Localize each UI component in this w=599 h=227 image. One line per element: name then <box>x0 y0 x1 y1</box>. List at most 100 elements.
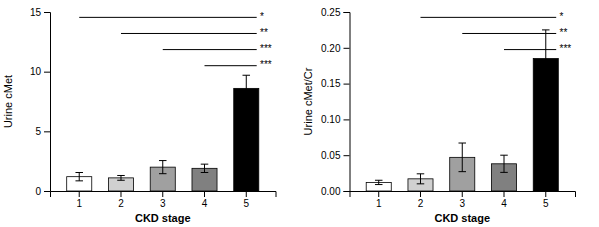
x-axis-title: CKD stage <box>434 212 490 224</box>
tick: 5 <box>543 191 549 209</box>
tick-label: 0.15 <box>321 78 341 89</box>
error-bar <box>458 143 466 172</box>
axis-line <box>51 192 277 198</box>
axis-line <box>350 192 576 198</box>
tick-mark <box>344 48 350 49</box>
tick-mark <box>44 191 50 192</box>
tick-mark <box>420 191 421 197</box>
tick: 0 <box>35 186 50 197</box>
significance-label: ** <box>260 27 268 38</box>
tick: 0.20 <box>321 43 349 54</box>
significance-line <box>462 33 556 34</box>
x-axis: 1 2 3 4 5 <box>350 191 576 209</box>
error-bar <box>243 75 251 101</box>
tick-label: 0.05 <box>321 150 341 161</box>
tick-mark <box>79 191 80 197</box>
tick-label: 15 <box>30 7 42 18</box>
significance-label: * <box>260 11 264 22</box>
y-axis: 0.00 0.05 0.10 0.15 0.20 0.25 <box>321 7 350 197</box>
tick: 15 <box>30 7 50 18</box>
significance-line <box>121 33 257 34</box>
tick: 5 <box>243 191 249 209</box>
error-bar <box>417 174 425 184</box>
x-axis: 1 2 3 4 5 <box>51 191 277 209</box>
tick-mark <box>204 191 205 197</box>
tick-mark <box>120 191 121 197</box>
tick-mark <box>44 131 50 132</box>
tick: 0.10 <box>321 114 349 125</box>
tick-mark <box>344 84 350 85</box>
significance-line <box>205 65 257 66</box>
tick: 4 <box>501 191 507 209</box>
tick-label: 0.25 <box>321 7 341 18</box>
tick: 3 <box>459 191 465 209</box>
tick-label: 10 <box>30 66 42 77</box>
tick-label: 5 <box>543 198 549 209</box>
tick: 5 <box>35 126 50 137</box>
tick: 0.00 <box>321 186 349 197</box>
tick-label: 2 <box>118 198 124 209</box>
tick-label: 0.20 <box>321 43 341 54</box>
tick-mark <box>344 191 350 192</box>
error-bar <box>159 161 167 174</box>
significance-line <box>420 17 556 18</box>
error-bar <box>500 155 508 172</box>
tick-mark <box>504 191 505 197</box>
significance-line <box>163 49 257 50</box>
tick-label: 3 <box>459 198 465 209</box>
tick-label: 5 <box>243 198 249 209</box>
tick: 0.25 <box>321 7 349 18</box>
tick-label: 1 <box>76 198 82 209</box>
y-axis-title: Urine cMet <box>2 75 14 128</box>
plot-area <box>67 75 259 191</box>
figure: 05101512345CKD stageUrine cMet*********0… <box>0 0 599 227</box>
plot-area <box>366 30 558 191</box>
tick-label: 5 <box>35 126 41 137</box>
error-bar <box>375 180 383 184</box>
tick-label: 4 <box>501 198 507 209</box>
tick-label: 1 <box>376 198 382 209</box>
tick-label: 2 <box>418 198 424 209</box>
tick-mark <box>378 191 379 197</box>
error-bar <box>117 175 125 180</box>
significance-line <box>504 49 556 50</box>
tick: 2 <box>118 191 124 209</box>
tick: 2 <box>418 191 424 209</box>
tick: 0.05 <box>321 150 349 161</box>
tick: 1 <box>76 191 82 209</box>
tick: 1 <box>376 191 382 209</box>
y-axis: 0 5 10 15 <box>30 7 51 197</box>
tick-label: 3 <box>160 198 166 209</box>
tick-mark <box>344 119 350 120</box>
tick: 4 <box>202 191 208 209</box>
tick-mark <box>545 191 546 197</box>
axis-line <box>344 13 351 192</box>
annotations: ****** <box>420 11 571 54</box>
bar <box>234 88 259 191</box>
tick: 10 <box>30 66 50 77</box>
axis-line <box>44 13 51 192</box>
significance-label: * <box>560 11 564 22</box>
tick-label: 0.00 <box>321 186 341 197</box>
tick-mark <box>462 191 463 197</box>
tick: 3 <box>160 191 166 209</box>
tick-mark <box>246 191 247 197</box>
panel: 05101512345CKD stageUrine cMet********* <box>2 7 276 224</box>
tick-mark <box>344 12 350 13</box>
tick-mark <box>44 12 50 13</box>
tick-mark <box>344 155 350 156</box>
significance-label: *** <box>260 43 272 54</box>
tick-mark <box>162 191 163 197</box>
panel: 0.000.050.100.150.200.2512345CKD stageUr… <box>302 7 576 224</box>
error-bar <box>201 164 209 172</box>
significance-label: *** <box>560 43 572 54</box>
error-bar <box>542 30 550 87</box>
tick-mark <box>44 72 50 73</box>
tick-label: 0 <box>35 186 41 197</box>
tick-label: 0.10 <box>321 114 341 125</box>
significance-line <box>79 17 256 18</box>
annotations: ********* <box>79 11 272 70</box>
significance-label: *** <box>260 59 272 70</box>
tick: 0.15 <box>321 78 349 89</box>
significance-label: ** <box>560 27 568 38</box>
